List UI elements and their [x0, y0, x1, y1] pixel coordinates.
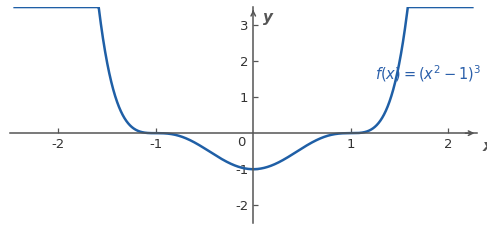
Text: x: x — [482, 139, 487, 153]
Text: $f(x) = (x^2 - 1)^3$: $f(x) = (x^2 - 1)^3$ — [375, 63, 481, 84]
Text: y: y — [263, 10, 273, 25]
Text: 0: 0 — [237, 136, 245, 149]
